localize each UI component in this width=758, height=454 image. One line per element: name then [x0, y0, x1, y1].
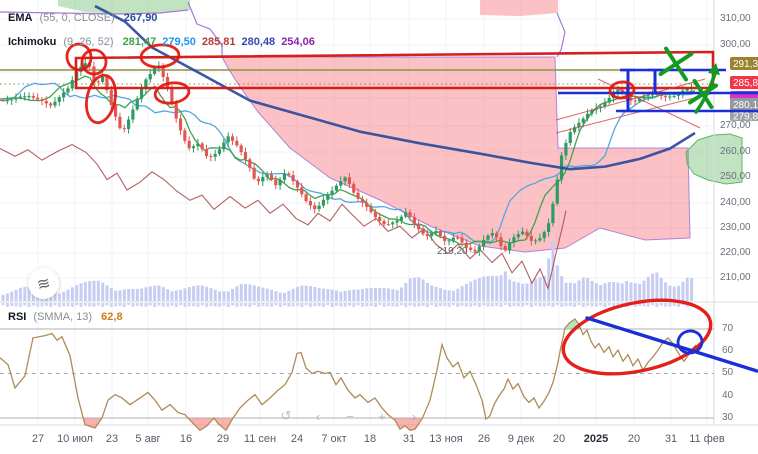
zoom-in-button[interactable]: + — [378, 408, 386, 424]
price-axis-label: 260,00 — [720, 146, 751, 157]
reset-zoom-button[interactable]: ↺ — [280, 408, 292, 423]
date-axis-label: 27 — [31, 433, 45, 445]
date-axis-label: 7 окт — [321, 433, 347, 445]
ema-value-text: 267,90 — [123, 12, 158, 24]
rsi-indicator-row[interactable]: RSI (SMMA, 13) 62,8 — [8, 311, 123, 323]
date-axis-label: 11 сен — [243, 433, 277, 445]
date-axis-label: 31 — [402, 433, 416, 445]
rsi-axis-label: 70 — [722, 323, 734, 334]
price-axis-label: 300,00 — [720, 39, 751, 50]
date-axis-label: 24 — [290, 433, 304, 445]
date-axis-label: 20 — [627, 433, 641, 445]
date-axis-label: 2025 — [583, 433, 609, 445]
playback-controls: ↺ ‹ − + › — [276, 406, 424, 426]
low-price-annotation: 219,20 → — [437, 246, 481, 257]
price-axis-label: 310,00 — [720, 13, 751, 24]
price-axis-label: 210,00 — [720, 272, 751, 283]
price-axis-label: 250,00 — [720, 171, 751, 182]
ichimoku-value-text: 281,47 — [122, 36, 157, 48]
price-axis-label: 220,00 — [720, 247, 751, 258]
price-axis-label: 270,00 — [720, 120, 751, 131]
rsi-axis-label: 60 — [722, 345, 734, 356]
price-axis-label: 240,00 — [720, 197, 751, 208]
ema-name: EMA — [8, 12, 33, 24]
ema-params: (55, 0, CLOSE) — [39, 12, 115, 24]
rsi-axis-label: 30 — [722, 412, 734, 423]
ichimoku-value-text: 254,06 — [281, 36, 315, 48]
waves-icon: ≋ — [35, 274, 53, 294]
date-axis-label: 26 — [477, 433, 491, 445]
price-axis-badge: 280,12 — [733, 100, 758, 111]
date-axis-label: 10 июл — [57, 433, 93, 445]
zoom-out-button[interactable]: − — [346, 408, 354, 424]
price-axis-badge: 285,81 — [733, 78, 758, 89]
rsi-name: RSI — [8, 311, 27, 323]
date-axis-label: 18 — [363, 433, 377, 445]
ichimoku-params: (9, 26, 52) — [63, 36, 114, 48]
date-axis-label: 16 — [179, 433, 193, 445]
ichimoku-values: 281,47 279,50 285,81 280,48 254,06 — [117, 36, 315, 48]
date-axis-label: 13 ноя — [429, 433, 463, 445]
date-axis-label: 9 дек — [507, 433, 535, 445]
rsi-value: 62,8 — [95, 311, 122, 323]
pan-right-button[interactable]: › — [411, 408, 417, 424]
price-axis-badge: 291,34 — [733, 59, 758, 70]
ichimoku-value-text: 279,50 — [162, 36, 196, 48]
ichimoku-indicator-row[interactable]: Ichimoku (9, 26, 52) 281,47 279,50 285,81 2… — [8, 36, 315, 48]
pan-left-button[interactable]: ‹ — [315, 408, 321, 424]
rsi-params: (SMMA, 13) — [33, 311, 93, 323]
date-axis-label: 11 фев — [689, 433, 725, 445]
ema-value: 267,90 — [118, 12, 158, 24]
date-axis-label: 5 авг — [135, 433, 161, 445]
price-axis-label: 230,00 — [720, 222, 751, 233]
ichimoku-value-text: 285,81 — [201, 36, 236, 48]
rsi-value-text: 62,8 — [101, 311, 123, 323]
ichimoku-value-text: 280,48 — [241, 36, 276, 48]
rsi-axis-label: 40 — [722, 390, 734, 401]
price-axis-badge: 279,85 — [733, 112, 758, 123]
ema-indicator-row[interactable]: EMA (55, 0, CLOSE) 267,90 — [8, 12, 157, 24]
ichimoku-name: Ichimoku — [8, 36, 57, 48]
date-axis-label: 23 — [105, 433, 119, 445]
date-axis-label: 20 — [552, 433, 566, 445]
date-axis-label: 31 — [664, 433, 678, 445]
date-axis-label: 29 — [216, 433, 230, 445]
rsi-axis-label: 50 — [722, 367, 734, 378]
